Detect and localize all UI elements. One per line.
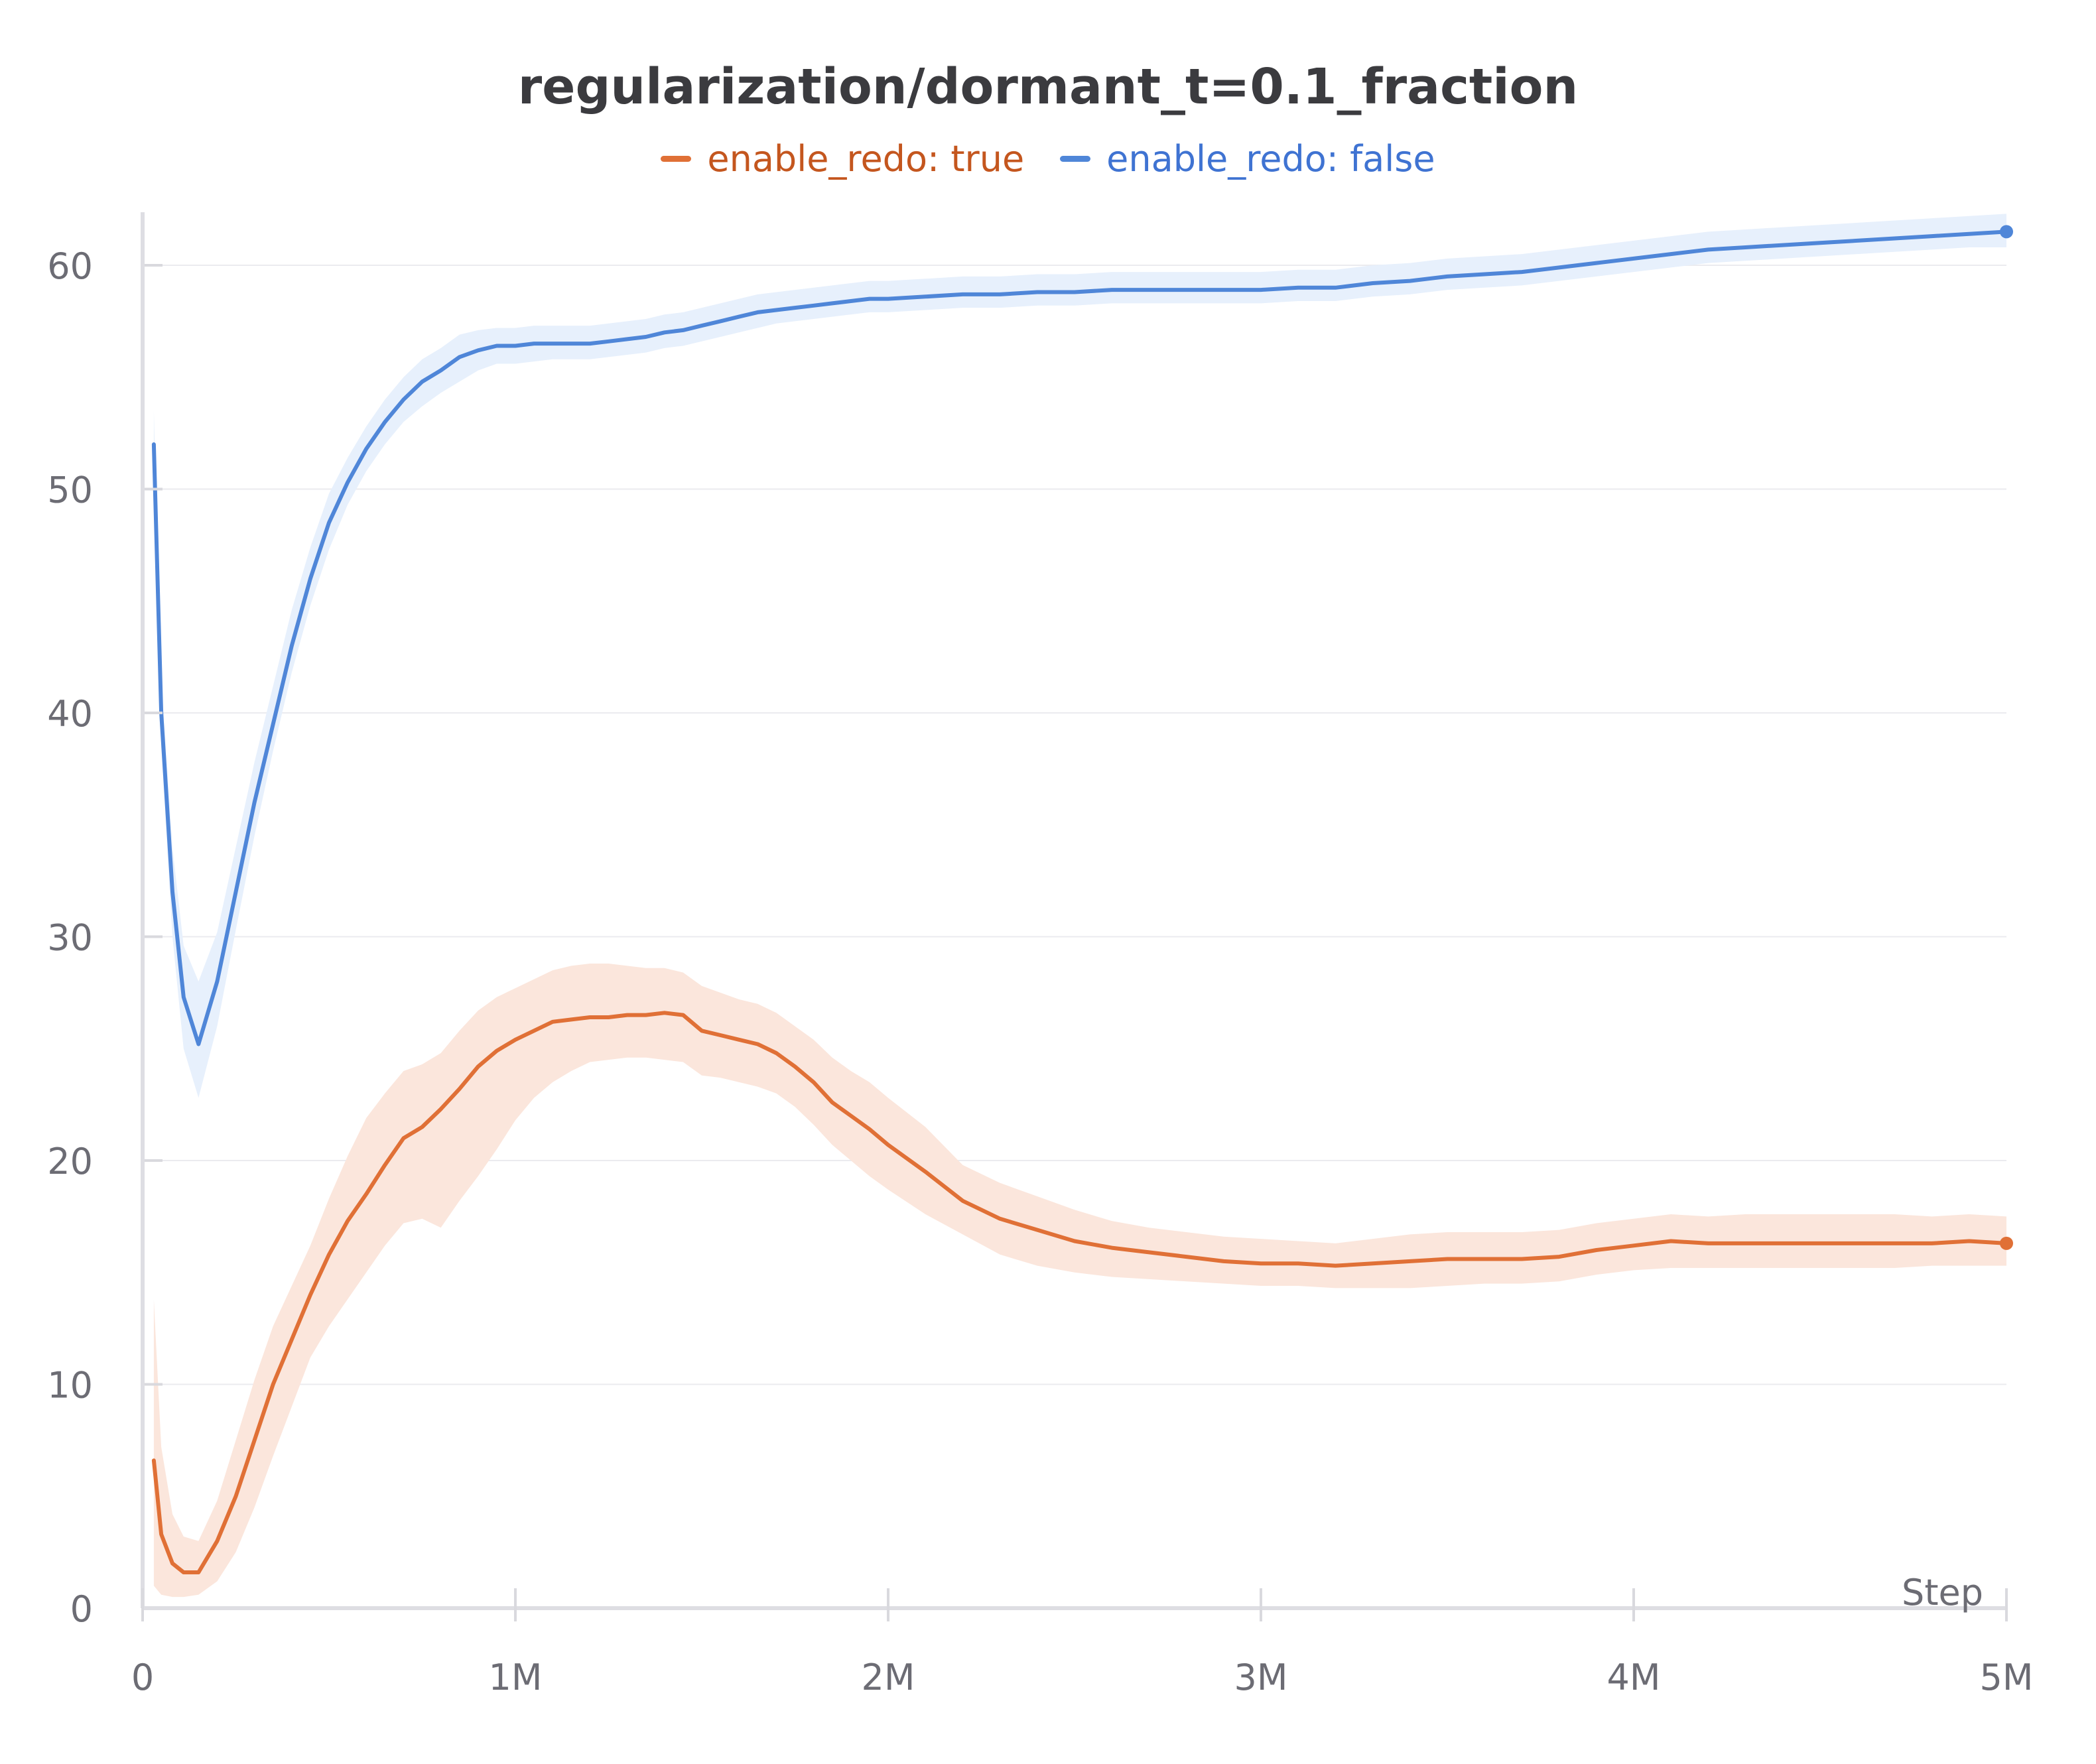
x-tick-label-1: 1M xyxy=(489,1657,543,1698)
x-tick-label-2: 2M xyxy=(862,1657,915,1698)
axis-layer: 0 10 20 30 40 50 60 0 1M 2M 3M 4M 5M xyxy=(47,212,2033,1698)
legend-swatch-redo-false xyxy=(1060,156,1091,162)
line-layer xyxy=(151,225,2013,1574)
y-tick-label-2: 20 xyxy=(47,1141,93,1182)
series-line-1[interactable] xyxy=(151,229,2008,1046)
series-end-point-0[interactable] xyxy=(2000,1236,2013,1250)
legend-label-redo-true: enable_redo: true xyxy=(707,138,1025,180)
y-tick-label-6: 60 xyxy=(47,245,93,287)
x-tick-label-4: 4M xyxy=(1607,1657,1661,1698)
legend-item-redo-true[interactable]: enable_redo: true xyxy=(661,138,1024,180)
series-line-0[interactable] xyxy=(151,1011,2008,1574)
chart-title: regularization/dormant_t=0.1_fraction xyxy=(517,58,1579,115)
y-tick-label-5: 50 xyxy=(47,470,93,511)
legend-item-redo-false[interactable]: enable_redo: false xyxy=(1060,138,1435,180)
series-end-point-1[interactable] xyxy=(2000,225,2013,239)
chart-legend: enable_redo: true enable_redo: false xyxy=(0,138,2096,180)
x-tick-label-5: 5M xyxy=(1980,1657,2034,1698)
y-tick-label-1: 10 xyxy=(47,1365,93,1407)
series-band-0 xyxy=(153,964,2007,1598)
x-tick-label-0: 0 xyxy=(131,1657,154,1698)
y-tick-label-4: 40 xyxy=(47,693,93,735)
x-tick-label-3: 3M xyxy=(1234,1657,1288,1698)
band-layer xyxy=(153,214,2007,1598)
y-tick-label-0: 0 xyxy=(70,1588,93,1630)
series-band-1 xyxy=(153,214,2007,1098)
legend-label-redo-false: enable_redo: false xyxy=(1106,138,1435,180)
grid-layer xyxy=(143,265,2006,1385)
x-axis-label: Step xyxy=(1902,1572,1983,1613)
legend-swatch-redo-true xyxy=(661,156,692,162)
y-tick-label-3: 30 xyxy=(47,917,93,959)
